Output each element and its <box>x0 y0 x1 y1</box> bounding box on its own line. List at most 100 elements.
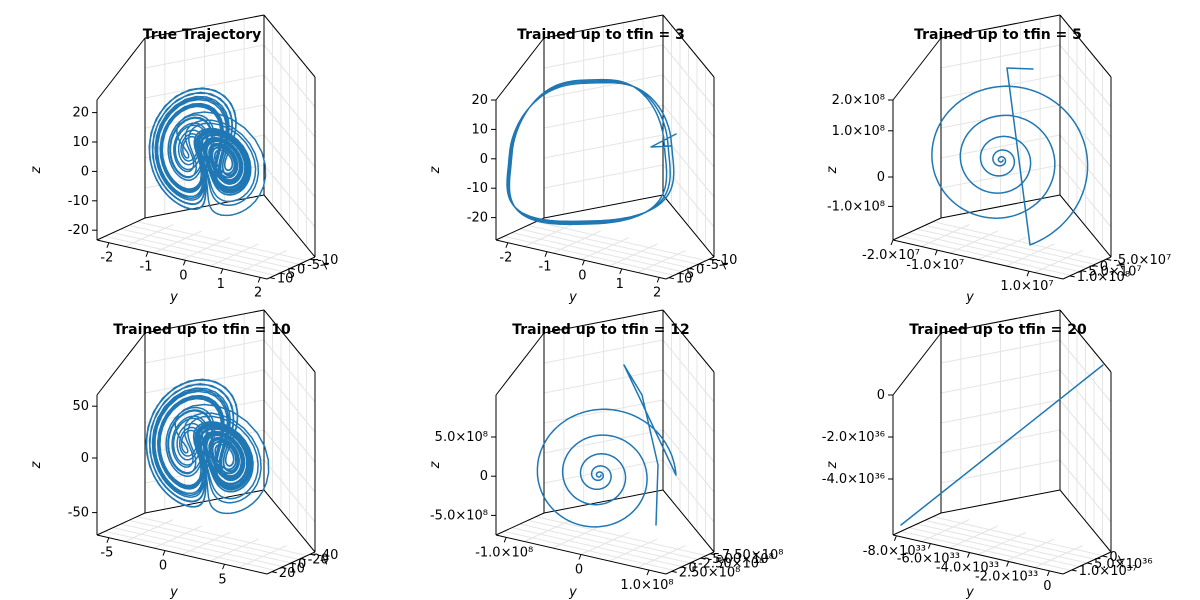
axis-box <box>96 14 316 280</box>
x-tick-label: 10 <box>277 272 294 287</box>
y-tick-mark <box>581 260 585 266</box>
x-tick-mark <box>281 566 287 569</box>
x-tick-mark <box>681 566 687 569</box>
x-tick-label: 10 <box>676 272 693 287</box>
z-tick-label: -5.0×10⁸ <box>430 508 488 523</box>
grid <box>900 18 1112 276</box>
trajectory-series <box>148 87 267 217</box>
y-tick-label: -5 <box>100 546 113 561</box>
x-tick-mark <box>1069 275 1075 278</box>
x-tick-label: 5 <box>686 267 694 282</box>
z-tick-label: 0 <box>480 469 488 484</box>
y-tick-mark <box>222 564 225 570</box>
chart-title: Trained up to tfin = 20 <box>909 322 1087 338</box>
x-tick-mark <box>310 553 316 556</box>
chart-title: Trained up to tfin = 10 <box>113 322 291 338</box>
y-tick-label: -8.0×10³³ <box>863 544 926 559</box>
x-tick-label: -5 <box>706 258 719 273</box>
z-tick-label: -2.0×10³⁶ <box>822 430 885 445</box>
trajectory-series <box>931 67 1089 246</box>
y-tick-mark <box>619 268 623 275</box>
y-tick-label: -6.0×10³³ <box>897 552 960 567</box>
z-tick-label: 0 <box>877 170 885 185</box>
x-tick-mark <box>1071 569 1077 572</box>
trajectory-line <box>506 78 677 226</box>
x-tick-mark <box>678 272 685 275</box>
x-tick-label: 0 <box>688 561 696 576</box>
subplot-5: Trained up to tfin = 12 5.0×10⁸ 0 -5.0×10⁸ -… <box>428 309 783 600</box>
x-tick-label: 1.0×10⁸ <box>1077 270 1130 285</box>
trajectory-line <box>148 87 267 217</box>
y-tick-label: 1.0×10⁸ <box>620 578 673 593</box>
y-tick-mark <box>505 242 509 248</box>
x-tick-mark <box>1102 555 1108 558</box>
x-tick-label: 0 <box>696 262 704 277</box>
x-tick-mark <box>1106 258 1112 261</box>
y-tick-label: -1 <box>140 260 153 275</box>
y-tick-label: 2 <box>653 285 661 300</box>
x-tick-label: -10 <box>716 253 737 268</box>
y-tick-label: -2 <box>499 251 512 266</box>
x-tick-mark <box>700 557 706 560</box>
z-tick-label: 5.0×10⁸ <box>435 430 488 445</box>
y-tick-mark <box>893 535 897 541</box>
x-tick-label: 5.0×10³⁶ <box>1094 557 1153 572</box>
x-tick-label: -2.50×10⁸ <box>698 557 764 572</box>
trajectory-series <box>145 378 270 515</box>
z-tick-label: 10 <box>72 135 89 150</box>
trajectory-line <box>931 67 1089 246</box>
y-tick-mark <box>106 242 110 248</box>
subplot-6: Trained up to tfin = 20 0 -2.0×10³⁶ -4.0×10… <box>822 309 1153 600</box>
chart-title: Trained up to tfin = 5 <box>914 27 1082 43</box>
trajectory-series <box>900 364 1104 526</box>
y-tick-mark <box>934 249 938 256</box>
y-tick-label: 0 <box>179 268 187 283</box>
trajectory-line <box>536 364 677 528</box>
y-axis-label: y <box>965 585 974 600</box>
y-tick-mark <box>106 537 110 543</box>
chart-title: Trained up to tfin = 3 <box>517 27 685 43</box>
x-tick-mark <box>310 258 316 261</box>
x-tick-mark <box>709 258 715 261</box>
z-tick-label: 0 <box>81 164 89 179</box>
y-tick-mark <box>1026 271 1030 277</box>
grid <box>503 18 715 276</box>
x-tick-label: 0 <box>298 557 306 572</box>
grid <box>900 313 1112 571</box>
y-axis-label: y <box>169 585 178 600</box>
y-tick-mark <box>646 569 650 576</box>
z-tick-label: 2.0×10⁸ <box>832 93 885 108</box>
x-tick-label: -20 <box>308 553 329 568</box>
x-tick-label: -7.50×10⁸ <box>717 548 783 563</box>
subplot-1: True Trajectory20100-10-20-2-1012-10-505… <box>29 14 338 305</box>
y-tick-mark <box>890 239 894 246</box>
y-tick-label: 0 <box>159 559 167 574</box>
x-tick-mark <box>300 263 306 266</box>
y-tick-mark <box>544 251 548 257</box>
y-axis-label: y <box>169 290 178 305</box>
x-tick-label: 1.0×10³⁷ <box>1079 564 1138 579</box>
x-tick-label: 5.0×10⁷ <box>1088 265 1141 280</box>
grid <box>503 313 715 571</box>
x-tick-mark <box>289 267 296 270</box>
x-tick-label: 20 <box>279 566 296 581</box>
y-tick-label: 0 <box>578 268 586 283</box>
y-tick-mark <box>145 251 149 257</box>
y-tick-mark <box>1046 570 1050 577</box>
trajectory-series <box>536 364 677 528</box>
y-tick-label: -1 <box>539 260 552 275</box>
y-tick-label: -1.0×10⁷ <box>906 258 964 273</box>
y-tick-label: 5 <box>218 572 226 587</box>
x-tick-label: 10 <box>288 561 305 576</box>
chart-title: True Trajectory <box>143 27 262 43</box>
x-tick-label: 0 <box>1109 550 1117 565</box>
x-tick-mark <box>699 263 705 266</box>
y-tick-mark <box>162 550 166 556</box>
z-axis-label: z <box>428 165 443 174</box>
y-tick-mark <box>503 537 507 543</box>
z-tick-label: -4.0×10³⁶ <box>822 472 885 487</box>
x-tick-label: 0 <box>1100 259 1108 274</box>
subplot-4: Trained up to tfin = 10500-50-505-40-200… <box>29 309 338 600</box>
x-tick-mark <box>279 272 286 275</box>
